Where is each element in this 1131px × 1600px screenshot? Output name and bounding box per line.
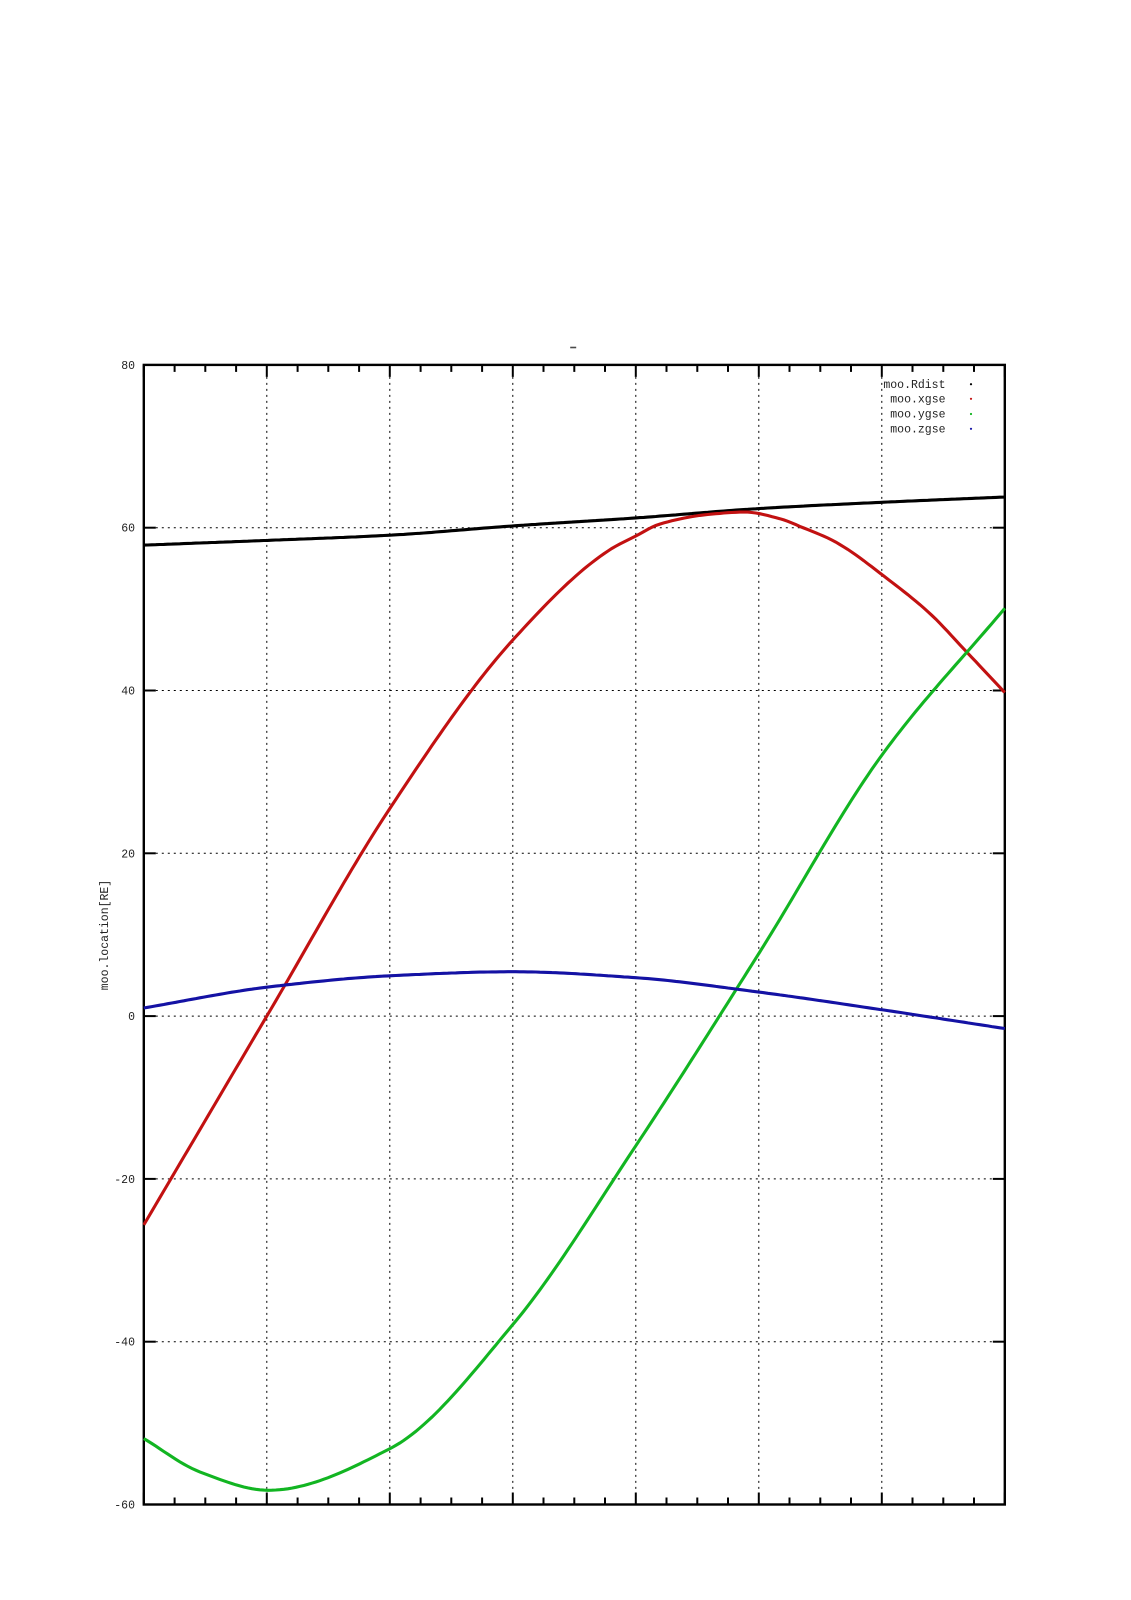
- svg-text:moo.xgse: moo.xgse: [890, 393, 945, 406]
- svg-text:moo.location[RE]: moo.location[RE]: [99, 880, 112, 990]
- svg-text:moo.ygse: moo.ygse: [890, 409, 945, 422]
- svg-text:-60: -60: [114, 1500, 135, 1513]
- svg-text:-20: -20: [114, 1174, 135, 1187]
- svg-text:60: 60: [121, 523, 135, 536]
- svg-text:0: 0: [128, 1011, 135, 1024]
- svg-text:20: 20: [121, 848, 135, 861]
- svg-text:moo.Rdist: moo.Rdist: [883, 379, 945, 392]
- svg-text:moo.zgse: moo.zgse: [890, 423, 945, 436]
- svg-text:40: 40: [121, 686, 135, 699]
- svg-text:80: 80: [121, 360, 135, 373]
- svg-text:-40: -40: [114, 1337, 135, 1350]
